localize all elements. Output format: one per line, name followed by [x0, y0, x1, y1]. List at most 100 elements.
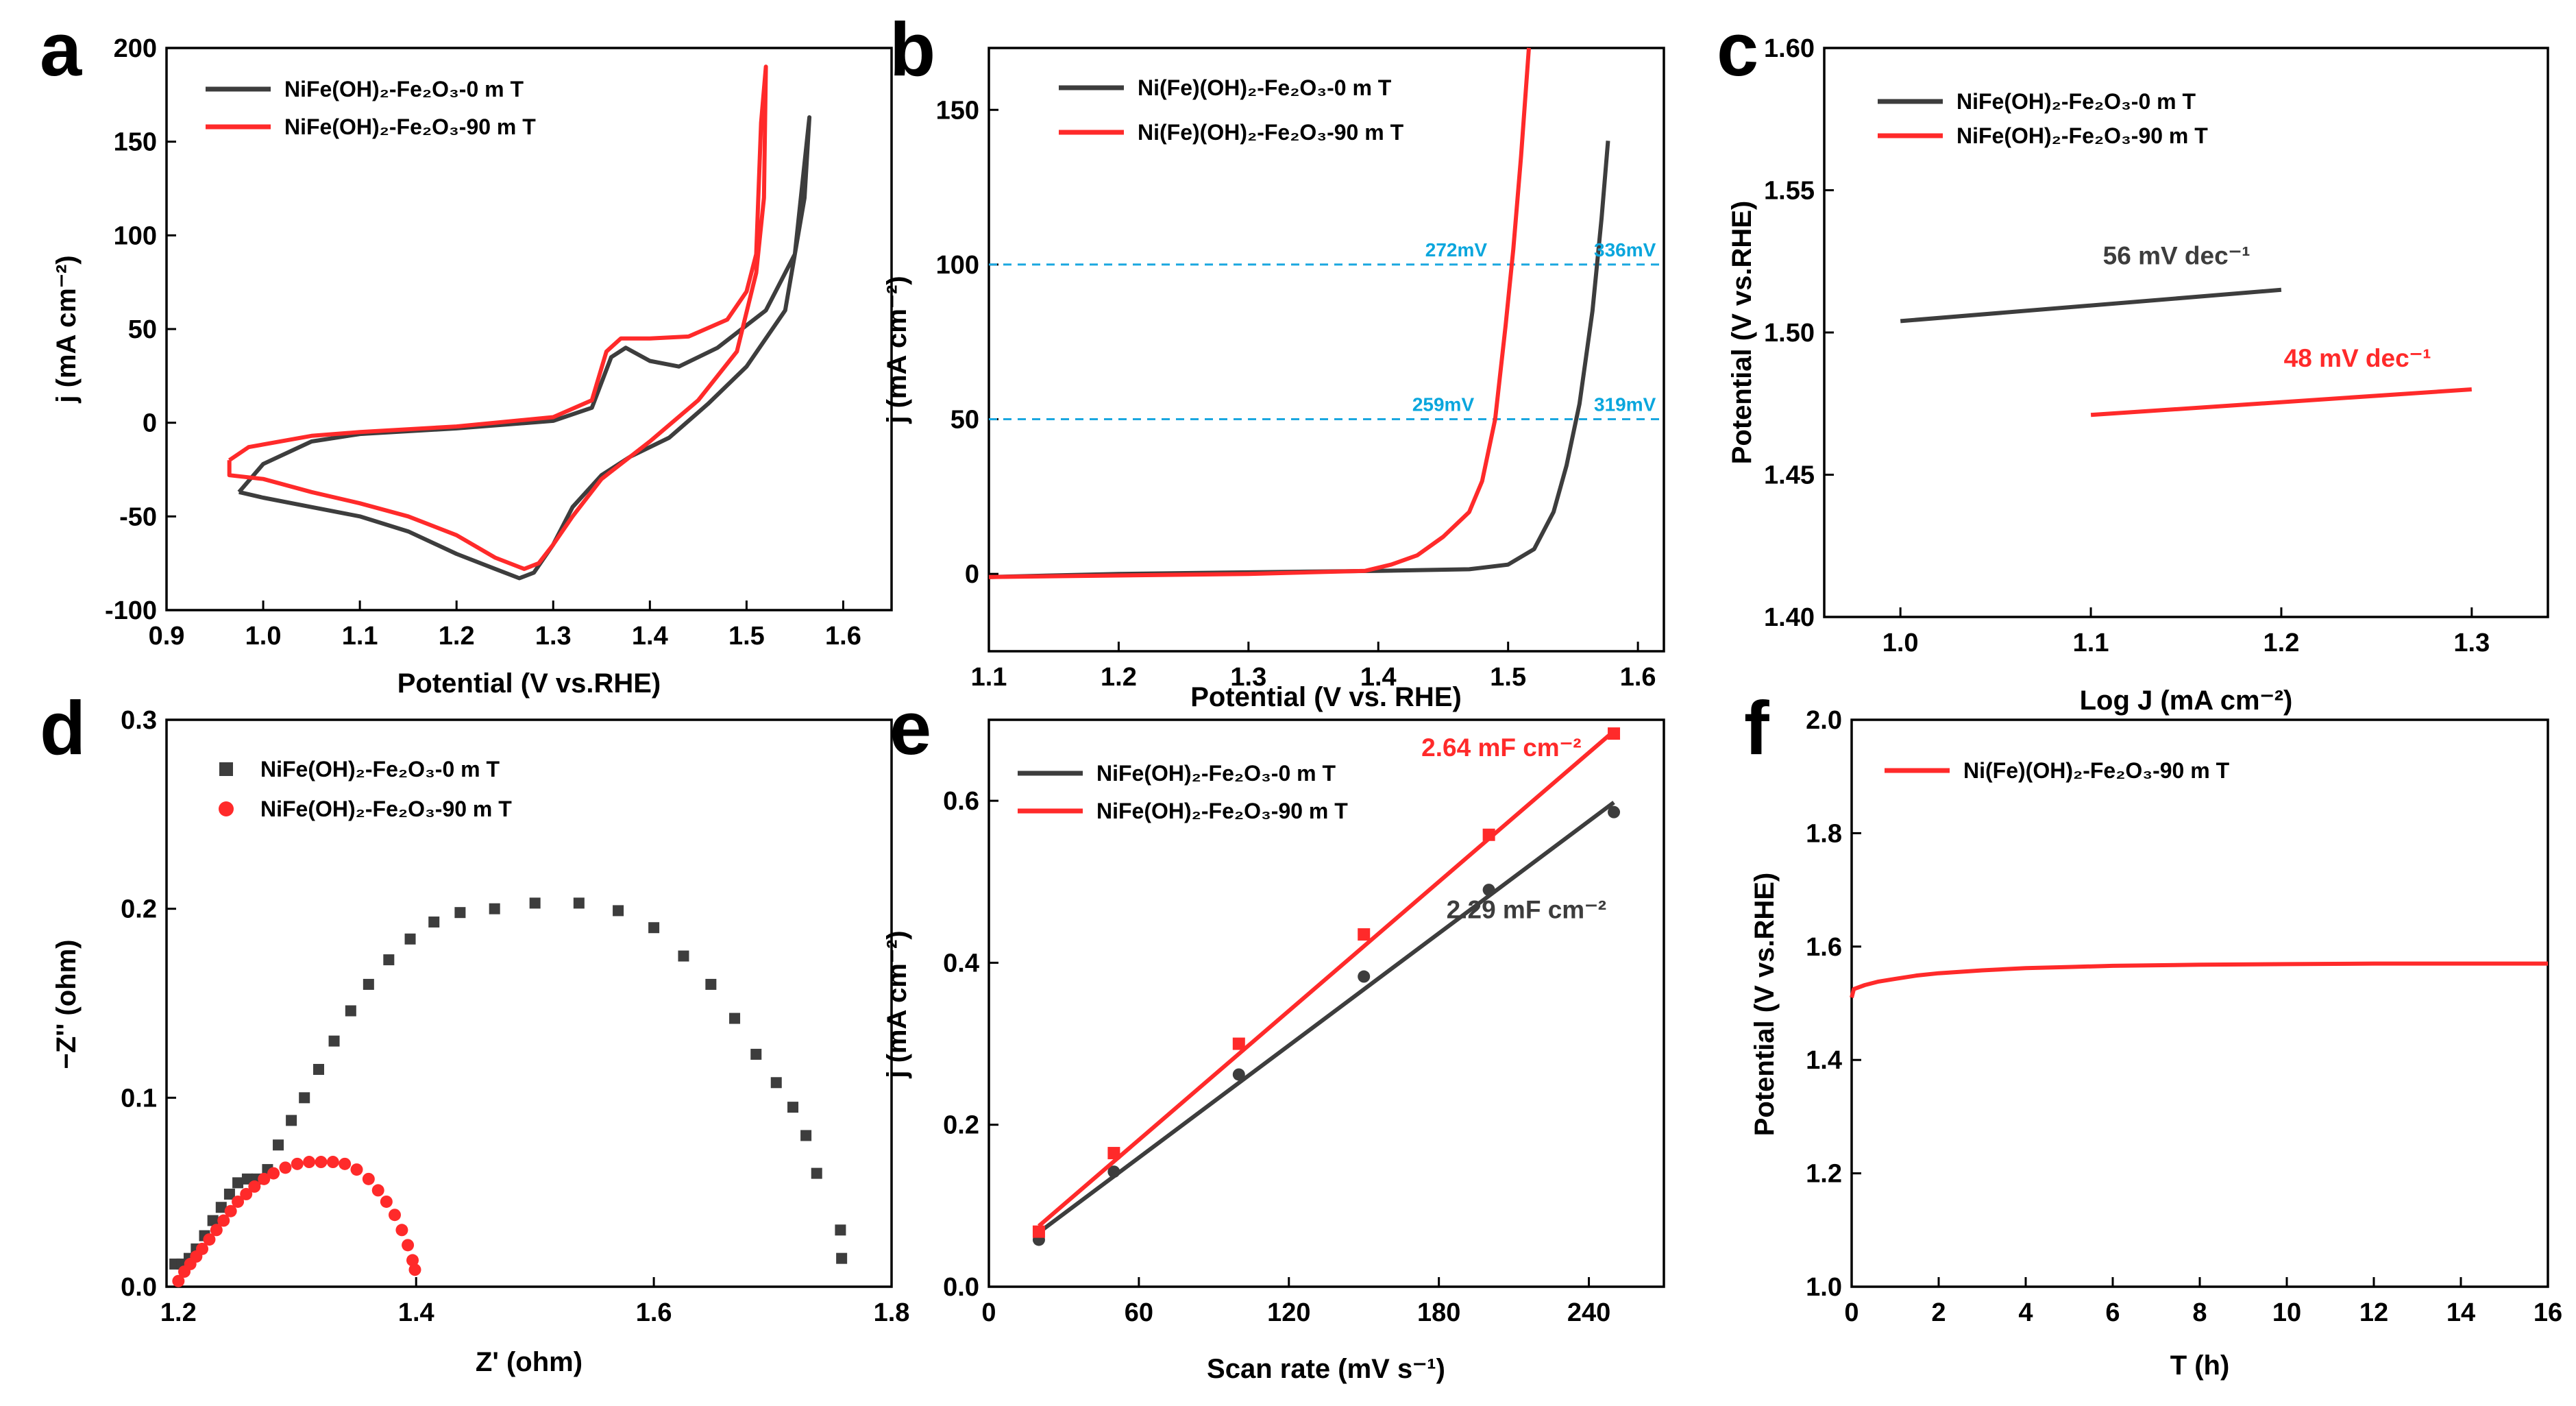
y-tick-label: 1.45: [1764, 461, 1815, 490]
y-tick-label: 0.0: [121, 1273, 157, 1302]
legend-label: Ni(Fe)(OH)₂-Fe₂O₃-90 m T: [1138, 120, 1404, 145]
x-tick-label: 1.1: [2073, 629, 2109, 657]
y-tick-label: 1.2: [1806, 1160, 1842, 1189]
annotation-label: 56 mV dec⁻¹: [2103, 241, 2250, 269]
data-point: [1358, 928, 1371, 941]
y-tick-label: 0.3: [121, 706, 157, 735]
y-tick-label: 0.6: [943, 787, 979, 816]
data-point: [389, 1209, 402, 1222]
data-point: [1482, 828, 1495, 841]
panel-label: d: [40, 686, 86, 771]
x-tick-label: 1.3: [2453, 629, 2490, 657]
x-tick-label: 8: [2192, 1298, 2207, 1327]
series-line-1: [227, 64, 768, 571]
y-tick-label: 1.40: [1764, 603, 1815, 632]
x-tick-label: 1.8: [874, 1298, 910, 1327]
x-axis-label: Scan rate (mV s⁻¹): [1207, 1354, 1445, 1384]
data-point: [313, 1063, 325, 1075]
data-point: [258, 1172, 271, 1185]
data-point: [371, 1184, 384, 1197]
x-tick-label: 1.4: [1360, 663, 1397, 692]
y-tick-label: 1.55: [1764, 177, 1815, 206]
x-tick-label: 10: [2272, 1298, 2301, 1327]
x-tick-label: 1.5: [1490, 663, 1526, 692]
data-point: [529, 897, 541, 909]
y-axis-label: Potential (V vs.RHE): [1750, 873, 1780, 1137]
plot-frame: [988, 47, 1665, 653]
x-tick-label: 16: [2534, 1298, 2562, 1327]
data-point: [232, 1195, 245, 1208]
data-point: [835, 1224, 846, 1236]
annotation-label: 2.29 mF cm⁻²: [1447, 895, 1606, 923]
y-tick-label: 0.2: [121, 895, 157, 924]
x-tick-label: 1.5: [728, 622, 765, 651]
x-tick-label: 1.4: [632, 622, 668, 651]
data-point: [836, 1252, 848, 1264]
data-point: [787, 1102, 799, 1113]
y-axis-label: j (mA cm⁻²): [882, 930, 912, 1078]
series-line-0: [237, 115, 812, 581]
x-axis-label: Potential (V vs. RHE): [1190, 682, 1462, 712]
data-point: [395, 1224, 408, 1237]
legend-label: NiFe(OH)₂-Fe₂O₃-90 m T: [260, 797, 512, 821]
legend-marker: [219, 801, 234, 816]
data-point: [750, 1048, 762, 1060]
data-point: [241, 1173, 253, 1185]
y-tick-label: 2.0: [1806, 706, 1842, 735]
data-point: [291, 1157, 304, 1170]
x-tick-label: 1.1: [342, 622, 378, 651]
series-line-0: [1850, 961, 2548, 998]
data-point: [489, 903, 500, 914]
x-axis-label: Potential (V vs.RHE): [397, 668, 661, 699]
data-point: [203, 1233, 216, 1246]
legend-marker: [219, 762, 233, 776]
x-tick-label: 1.0: [245, 622, 282, 651]
annotation-label: 2.64 mF cm⁻²: [1421, 734, 1581, 762]
data-point: [224, 1204, 237, 1217]
y-tick-label: 150: [114, 128, 157, 157]
data-point: [172, 1274, 185, 1287]
series-line-1: [988, 47, 1531, 579]
y-tick-label: 1.4: [1806, 1046, 1842, 1075]
data-point: [207, 1215, 219, 1226]
panel-f: f 0 2 4 6 8 10 12 14 16 1.0 1.2 1.4 1.6 1.8 2.0 T (h) Pot…: [1744, 686, 2562, 1381]
data-point: [811, 1167, 822, 1179]
y-tick-label: 1.8: [1806, 819, 1842, 848]
annotation-label: 336mV: [1594, 239, 1656, 260]
data-point: [363, 978, 374, 990]
y-tick-label: 0.4: [943, 949, 979, 978]
data-point: [1107, 1147, 1120, 1160]
y-tick-label: 1.0: [1806, 1273, 1842, 1302]
fit-line-1: [1038, 729, 1615, 1228]
y-tick-label: -100: [105, 596, 157, 625]
annotation-label: 259mV: [1412, 394, 1475, 415]
data-point: [1482, 884, 1495, 897]
plot-frame: [988, 718, 1665, 1288]
panel-label: e: [890, 686, 931, 771]
data-point: [315, 1156, 328, 1169]
data-point: [1358, 970, 1371, 983]
x-tick-label: 0: [981, 1298, 996, 1327]
x-tick-label: 1.2: [2264, 629, 2300, 657]
panel-d: d 1.2 1.4 1.6 1.8 0.0 0.1 0.2 0.3 Z' (ohm) −Z'' (o…: [40, 686, 909, 1377]
data-point: [345, 1005, 356, 1017]
x-tick-label: 12: [2359, 1298, 2388, 1327]
data-point: [1608, 805, 1621, 819]
legend-label: NiFe(OH)₂-Fe₂O₃-90 m T: [1956, 123, 2208, 148]
data-point: [648, 922, 660, 934]
panel-label: c: [1717, 8, 1758, 92]
data-point: [770, 1077, 782, 1089]
data-point: [223, 1188, 235, 1200]
y-tick-label: 0: [143, 409, 157, 438]
data-point: [406, 1254, 419, 1267]
legend-label: NiFe(OH)₂-Fe₂O₃-0 m T: [1956, 89, 2196, 114]
data-point: [800, 1130, 812, 1141]
x-tick-label: 1.6: [825, 622, 861, 651]
y-tick-label: 0.2: [943, 1111, 979, 1140]
x-tick-label: 1.3: [535, 622, 572, 651]
y-tick-label: 0.1: [121, 1084, 157, 1113]
x-tick-label: 1.4: [398, 1298, 434, 1327]
x-tick-label: 4: [2018, 1298, 2033, 1327]
data-point: [729, 1013, 741, 1024]
y-tick-label: 150: [936, 96, 979, 125]
